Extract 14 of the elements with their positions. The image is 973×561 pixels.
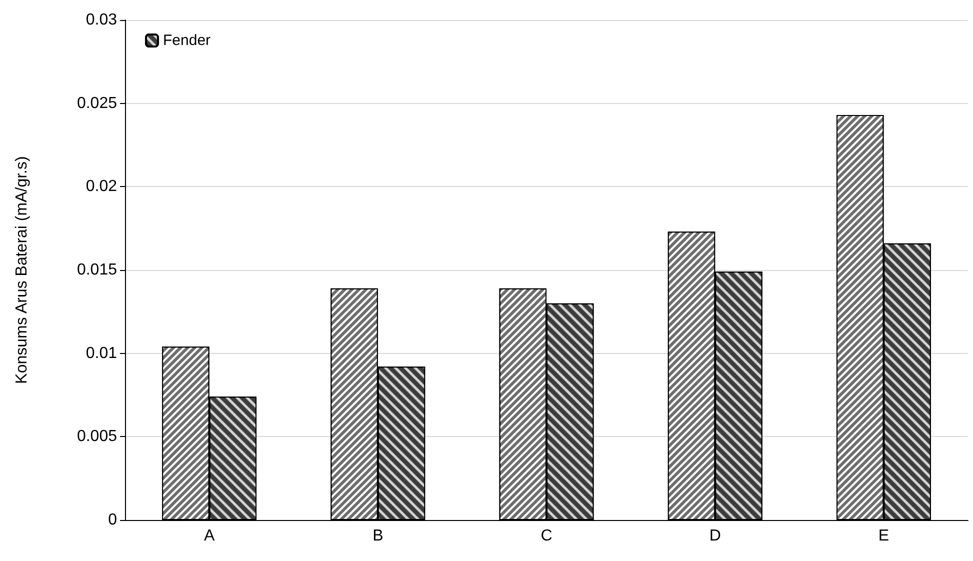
- x-tick-label: E: [878, 528, 890, 544]
- x-tick-label: B: [372, 528, 384, 544]
- y-tick-label: 0.025: [76, 94, 118, 112]
- legend-label: Fender: [163, 32, 211, 49]
- y-tick-label: 0.02: [86, 178, 118, 196]
- y-tick-label: 0.03: [86, 12, 118, 28]
- y-axis-title: Konsums Arus Baterai (mA/gr.s): [14, 156, 30, 384]
- x-tick-label: C: [540, 528, 552, 544]
- x-tick-label: A: [204, 528, 215, 544]
- x-tick-label: D: [709, 528, 721, 544]
- y-tick-label: 0.015: [76, 262, 118, 278]
- y-tick-label: 0: [108, 512, 118, 528]
- y-tick-label: 0.01: [86, 344, 118, 362]
- y-tick-label: 0.005: [76, 428, 118, 446]
